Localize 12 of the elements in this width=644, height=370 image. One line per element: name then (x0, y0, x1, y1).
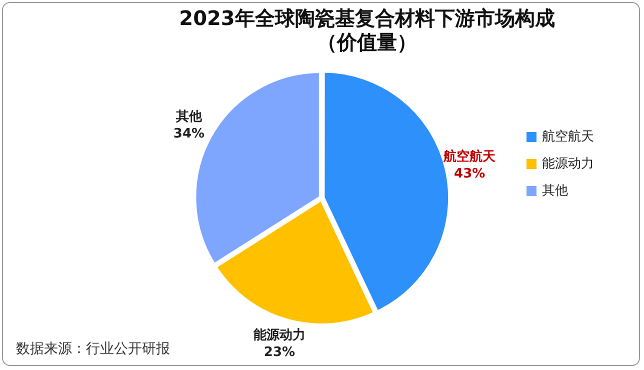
data-label: 34% (173, 126, 205, 142)
legend-label: 能源动力 (542, 156, 594, 172)
slice-label: 航空航天 (442, 148, 497, 164)
legend-label: 航空航天 (542, 129, 594, 144)
slice-label: 其他 (174, 109, 203, 124)
chart-subtitle: （价值量） (317, 30, 417, 54)
data-label: 43% (454, 166, 486, 182)
source-note: 数据来源：行业公开研报 (16, 340, 170, 358)
chart-title: 2023年全球陶瓷基复合材料下游市场构成 (179, 6, 555, 30)
data-label: 23% (264, 344, 296, 360)
slice-label: 能源动力 (253, 326, 306, 343)
legend-label: 其他 (542, 183, 568, 198)
